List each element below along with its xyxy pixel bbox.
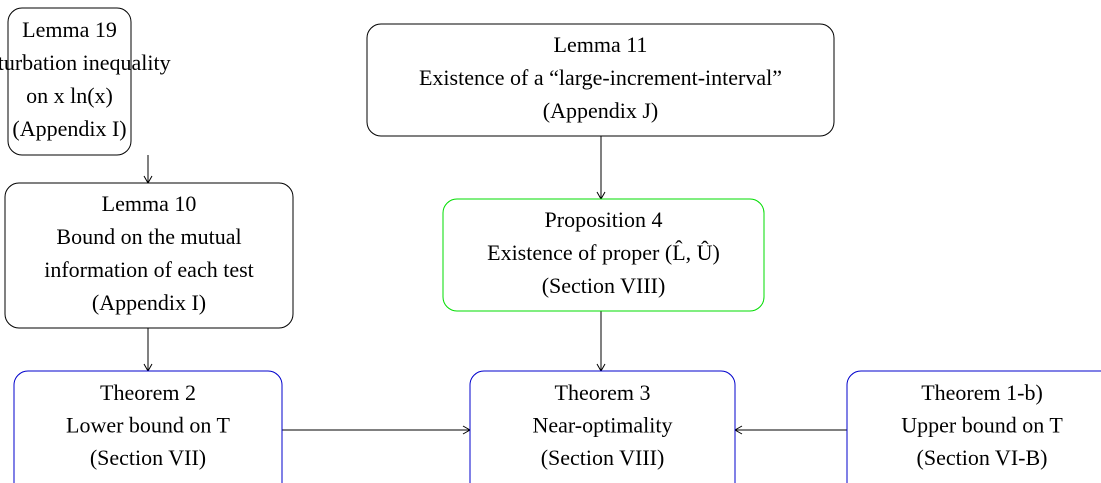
node-box bbox=[4, 182, 294, 329]
node-label: Perturbation inequality bbox=[0, 50, 171, 75]
node-label: Existence of a “large-increment-interval… bbox=[419, 65, 782, 90]
node-label: (Section VI-B) bbox=[917, 445, 1048, 470]
node-label: Existence of proper (L̂, Û) bbox=[487, 240, 720, 265]
node-label: (Appendix I) bbox=[92, 290, 206, 315]
node-label: (Appendix J) bbox=[543, 98, 658, 123]
node-label: Theorem 3 bbox=[555, 380, 651, 405]
node-label: Proposition 4 bbox=[545, 207, 663, 232]
node-label: Bound on the mutual bbox=[56, 224, 241, 249]
node-label: Lemma 11 bbox=[554, 32, 648, 57]
node-label: Upper bound on T bbox=[901, 413, 1063, 438]
node-box bbox=[846, 370, 1101, 483]
node-box bbox=[7, 7, 132, 156]
node-box bbox=[469, 370, 736, 483]
node-label: (Appendix I) bbox=[12, 116, 126, 141]
node-label: Lemma 10 bbox=[102, 191, 197, 216]
node-label: Theorem 2 bbox=[100, 380, 196, 405]
node-label: information of each test bbox=[44, 257, 254, 282]
node-box bbox=[366, 23, 835, 137]
node-label: (Section VIII) bbox=[542, 273, 666, 298]
node-label: Near-optimality bbox=[532, 413, 672, 438]
node-box bbox=[442, 198, 765, 312]
node-label: (Section VII) bbox=[90, 445, 206, 470]
node-box bbox=[13, 370, 283, 483]
node-label: Lemma 19 bbox=[22, 17, 117, 42]
node-label: on x ln(x) bbox=[26, 83, 113, 108]
node-label: Theorem 1-b) bbox=[921, 380, 1043, 405]
node-label: (Section VIII) bbox=[541, 445, 665, 470]
node-label: Lower bound on T bbox=[66, 413, 231, 438]
